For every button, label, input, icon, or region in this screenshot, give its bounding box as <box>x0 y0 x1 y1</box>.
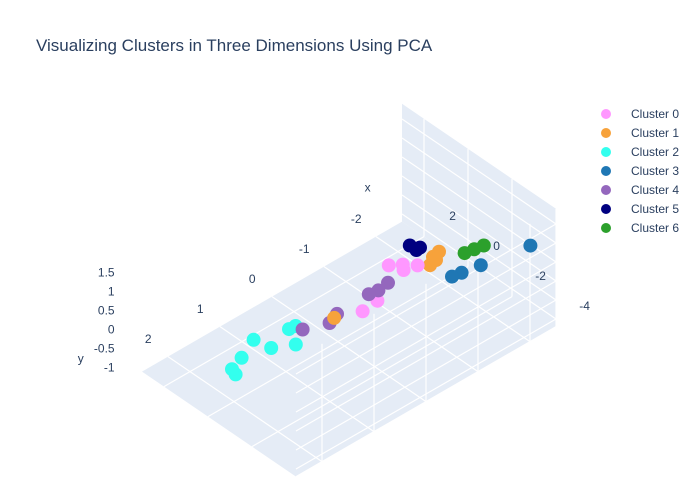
data-point-cluster-2[interactable] <box>264 341 279 355</box>
y-tick-label: 1 <box>197 302 204 316</box>
legend-label: Cluster 1 <box>631 125 680 140</box>
legend-marker-icon <box>601 127 611 138</box>
x-tick-label: -4 <box>579 299 590 313</box>
legend-item[interactable]: Cluster 1 <box>598 123 679 142</box>
z-tick-label: 1 <box>108 285 115 299</box>
z-tick-label: -0.5 <box>94 342 115 356</box>
gridline-y <box>219 326 375 433</box>
y-tick-label: -2 <box>351 212 362 226</box>
z-tick-label: 0.5 <box>98 304 115 318</box>
data-point-cluster-2[interactable] <box>234 350 249 365</box>
y-tick-label: 0 <box>249 272 256 286</box>
data-point-cluster-2[interactable] <box>282 322 296 337</box>
gridline-z <box>401 137 557 244</box>
legend-item[interactable]: Cluster 6 <box>598 218 679 237</box>
y-tick-label: 2 <box>145 332 152 346</box>
data-point-cluster-4[interactable] <box>295 322 310 337</box>
data-point-cluster-2[interactable] <box>288 337 303 352</box>
gridline-y <box>323 266 479 373</box>
data-point-cluster-2[interactable] <box>225 362 239 377</box>
legend-marker-icon <box>601 184 611 195</box>
x-tick-label: 0 <box>493 239 500 253</box>
legend-item[interactable]: Cluster 0 <box>598 104 679 123</box>
legend-marker-icon <box>601 203 611 214</box>
legend-item[interactable]: Cluster 4 <box>598 180 679 199</box>
z-tick-label: 1.5 <box>98 266 115 280</box>
legend-label: Cluster 5 <box>631 201 680 216</box>
legend-label: Cluster 0 <box>631 106 680 121</box>
legend-item[interactable]: Cluster 5 <box>598 199 679 218</box>
gridline-z <box>401 175 557 282</box>
data-point-cluster-0[interactable] <box>410 258 425 273</box>
y-axis-title: y <box>78 352 84 366</box>
legend-item[interactable]: Cluster 3 <box>598 161 679 180</box>
data-point-cluster-2[interactable] <box>246 332 261 347</box>
gridline-z <box>401 118 557 225</box>
data-point-cluster-1[interactable] <box>432 244 446 259</box>
data-point-cluster-3[interactable] <box>523 238 538 253</box>
data-point-cluster-0[interactable] <box>396 263 411 277</box>
legend-label: Cluster 3 <box>631 163 680 178</box>
legend-label: Cluster 2 <box>631 144 680 159</box>
gridline-z <box>295 242 557 394</box>
gridline-z <box>295 223 557 375</box>
data-point-cluster-0[interactable] <box>381 258 396 273</box>
data-point-cluster-3[interactable] <box>445 269 459 284</box>
gridline-y <box>271 296 427 403</box>
legend-label: Cluster 4 <box>631 182 680 197</box>
data-point-cluster-3[interactable] <box>473 258 488 273</box>
back-wall-y <box>402 103 556 327</box>
z-tick-label: -1 <box>104 361 115 375</box>
legend-marker-icon <box>601 222 611 233</box>
chart-title: Visualizing Clusters in Three Dimensions… <box>36 36 433 55</box>
gridline-z <box>295 261 557 413</box>
data-point-cluster-6[interactable] <box>457 246 472 261</box>
x-tick-label: 2 <box>449 209 456 223</box>
gridline-y <box>375 236 531 343</box>
legend-marker-icon <box>601 108 611 119</box>
y-tick-label: -1 <box>299 242 310 256</box>
data-point-cluster-1[interactable] <box>327 310 342 325</box>
x-tick-label: -2 <box>535 269 546 283</box>
legend: Cluster 0 Cluster 1 Cluster 2 Cluster 3 Clus… <box>598 104 679 237</box>
gridline-z <box>295 280 557 432</box>
data-point-cluster-0[interactable] <box>355 304 370 319</box>
data-point-cluster-4[interactable] <box>381 275 395 290</box>
gridline-y <box>167 356 323 463</box>
legend-marker-icon <box>601 165 611 176</box>
x-axis-title: x <box>365 181 371 195</box>
legend-label: Cluster 6 <box>631 220 680 235</box>
gridline-z <box>295 318 557 470</box>
data-point-cluster-5[interactable] <box>402 238 417 253</box>
gridline-z <box>295 299 557 451</box>
data-point-cluster-4[interactable] <box>361 287 376 302</box>
legend-item[interactable]: Cluster 2 <box>598 142 679 161</box>
legend-marker-icon <box>601 146 611 157</box>
z-tick-label: 0 <box>108 323 115 337</box>
